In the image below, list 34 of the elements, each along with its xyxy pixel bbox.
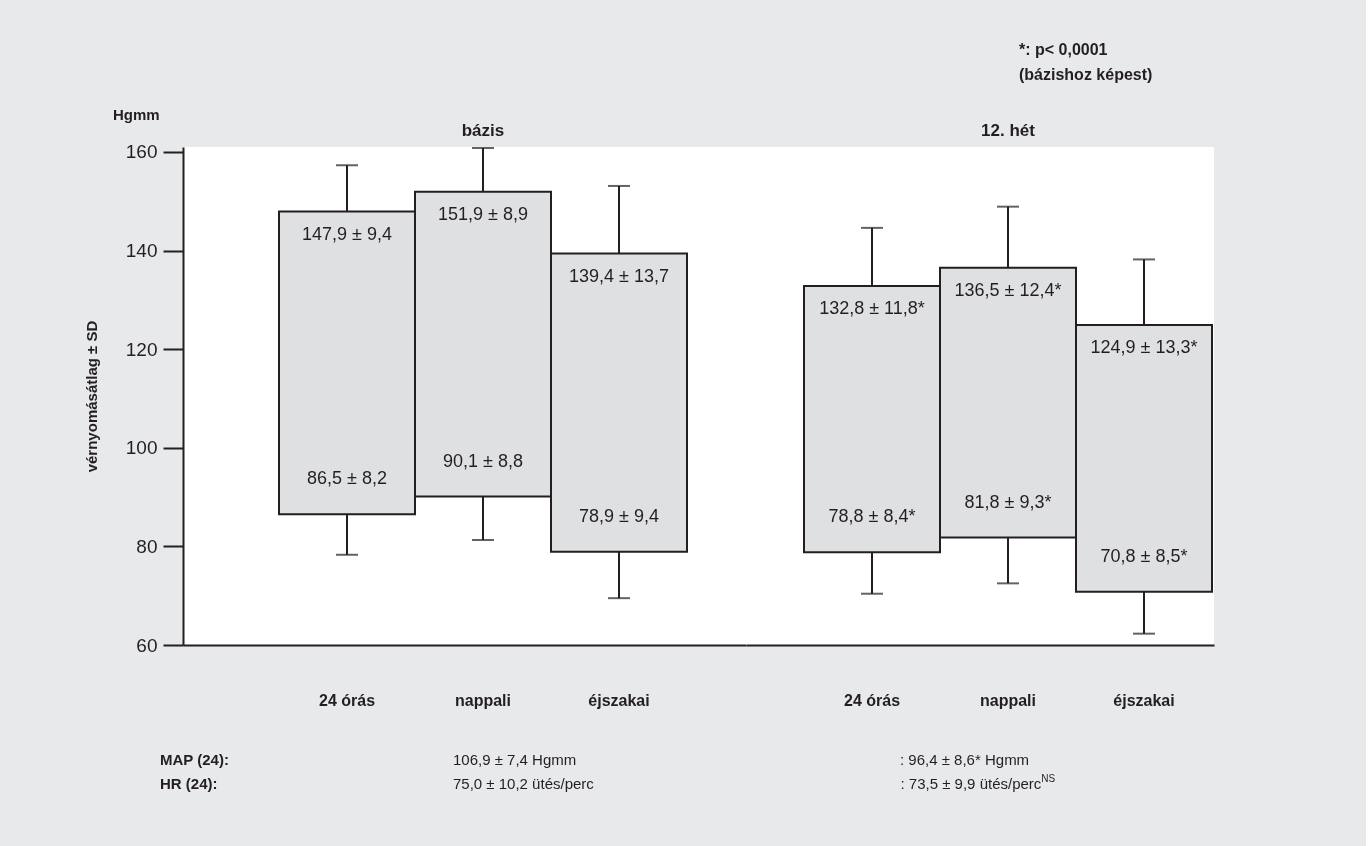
y-tick-label: 80	[136, 535, 158, 557]
annotation: 151,9 ± 8,9	[438, 203, 528, 224]
x-tick-label: 24 órás	[318, 691, 376, 709]
annotation: 132,8 ± 11,8*	[819, 298, 925, 319]
y-tick-label: 60	[136, 634, 158, 656]
x-tick-label: nappali	[979, 691, 1037, 709]
annotation: 124,9 ± 13,3*	[1090, 337, 1198, 357]
chart-title: 12. hét	[981, 121, 1036, 140]
text: MAP (24):	[160, 751, 229, 768]
chart-title: bázis	[461, 121, 505, 140]
annotation: 70,8 ± 8,5*	[1100, 545, 1188, 566]
y-tick-label: 160	[125, 141, 158, 163]
annotation: 78,8 ± 8,4*	[828, 506, 916, 527]
text: *: p< 0,0001 (bázishoz képest)	[1019, 41, 1153, 83]
annotation: 86,5 ± 8,2	[307, 468, 387, 489]
x-tick-label: nappali	[454, 691, 512, 709]
annotation: 78,9 ± 9,4	[579, 505, 659, 526]
annotation: 81,8 ± 9,3*	[964, 491, 1052, 512]
text: : 96,4 ± 8,6* Hgmm	[900, 751, 1030, 768]
y-axis-title: vérnyomásátlag ± SD	[82, 320, 100, 473]
annotation: 90,1 ± 8,8	[443, 450, 523, 471]
text: 75,0 ± 10,2 ütés/perc	[453, 775, 595, 792]
text: 106,9 ± 7,4 Hgmm	[453, 751, 577, 768]
text: Hgmm	[113, 106, 160, 123]
x-tick-label: éjszakai	[588, 691, 650, 709]
x-tick-label: éjszakai	[1113, 691, 1175, 709]
y-tick-label: 100	[125, 437, 158, 459]
annotation: 136,5 ± 12,4*	[954, 279, 1062, 300]
x-tick-label: 24 órás	[843, 691, 901, 709]
text: HR (24):	[160, 775, 218, 792]
annotation: 139,4 ± 13,7	[569, 265, 669, 286]
y-tick-label: 140	[125, 240, 158, 262]
y-tick-label: 120	[125, 338, 158, 360]
annotation: 147,9 ± 9,4	[302, 223, 392, 244]
